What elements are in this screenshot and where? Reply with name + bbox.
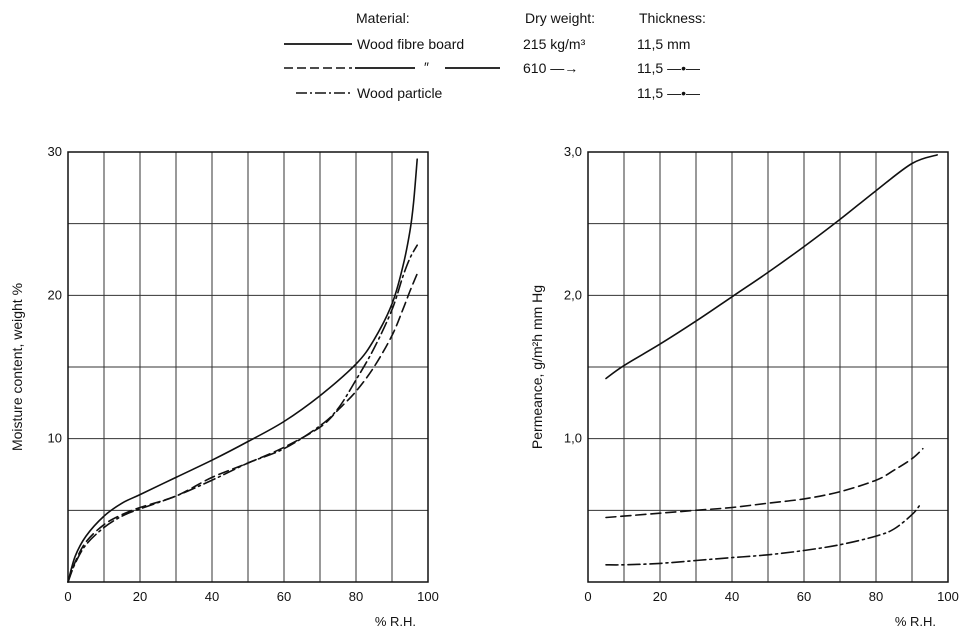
permeance-y-tick-label: 1,0 [564,431,582,446]
moisture-x-tick-label: 60 [277,589,291,604]
moisture-x-tick-label: 80 [349,589,363,604]
moisture-x-tick-label: 100 [417,589,439,604]
moisture-y-tick-label: 20 [48,287,62,302]
moisture-grid [68,152,428,582]
moisture-x-tick-label: 20 [133,589,147,604]
moisture-y-axis-label: Moisture content, weight % [9,283,25,451]
permeance-x-tick-label: 0 [584,589,591,604]
permeance-grid [588,152,948,582]
moisture-line-dashed-1 [67,273,418,583]
permeance-x-axis-label: % R.H. [895,614,936,629]
permeance-y-axis-label: Permeance, g/m²h mm Hg [529,285,545,449]
moisture-plot-frame [67,151,429,583]
permeance-x-tick-label: 40 [725,589,739,604]
legend-row2-material: ″ [424,59,429,75]
legend-header-material: Material: [356,10,410,26]
permeance-y-tick-label: 2,0 [564,287,582,302]
legend-row2-thickness: 11,5 —•— [637,60,700,76]
permeance-line-solid-0 [605,154,938,380]
permeance-x-tick-label: 60 [797,589,811,604]
moisture-line-dashdot-2 [67,244,418,583]
moisture-y-tick-label: 10 [48,431,62,446]
legend-row3-thickness: 11,5 —•— [637,85,700,101]
legend-row1-material: Wood fibre board [357,36,465,52]
permeance-plot-frame [587,151,949,583]
permeance-x-tick-label: 20 [653,589,667,604]
legend-header-dry-weight: Dry weight: [525,10,596,26]
permeance-chart: 0 20 40 60 80 100 1,0 2,0 3,0 % R.H. Permeance, g/… [529,144,959,629]
moisture-y-tick-label: 30 [48,144,62,159]
permeance-x-tick-label: 100 [937,589,959,604]
legend-row2-dry-weight: 610 —→ [523,60,579,76]
legend-row1-dry-weight: 215 kg/m³ [523,36,586,52]
permeance-line-dashdot-2 [605,505,920,566]
legend-header-thickness: Thickness: [639,10,706,26]
permeance-x-tick-label: 80 [869,589,883,604]
moisture-x-axis-label: % R.H. [375,614,416,629]
moisture-x-tick-label: 0 [64,589,71,604]
permeance-y-tick-label: 3,0 [564,144,582,159]
moisture-line-solid-0 [67,158,418,583]
moisture-x-tick-label: 40 [205,589,219,604]
legend: Material: Dry weight: Thickness: Wood fi… [0,0,961,120]
legend-row3-material: Wood particle [357,85,443,101]
permeance-line-dashed-1 [605,447,924,519]
moisture-content-chart: 0 20 40 60 80 100 10 20 30 % R.H. Moisture content… [9,144,439,629]
legend-line-samples [284,43,500,94]
legend-row1-thickness: 11,5 mm [637,36,691,52]
